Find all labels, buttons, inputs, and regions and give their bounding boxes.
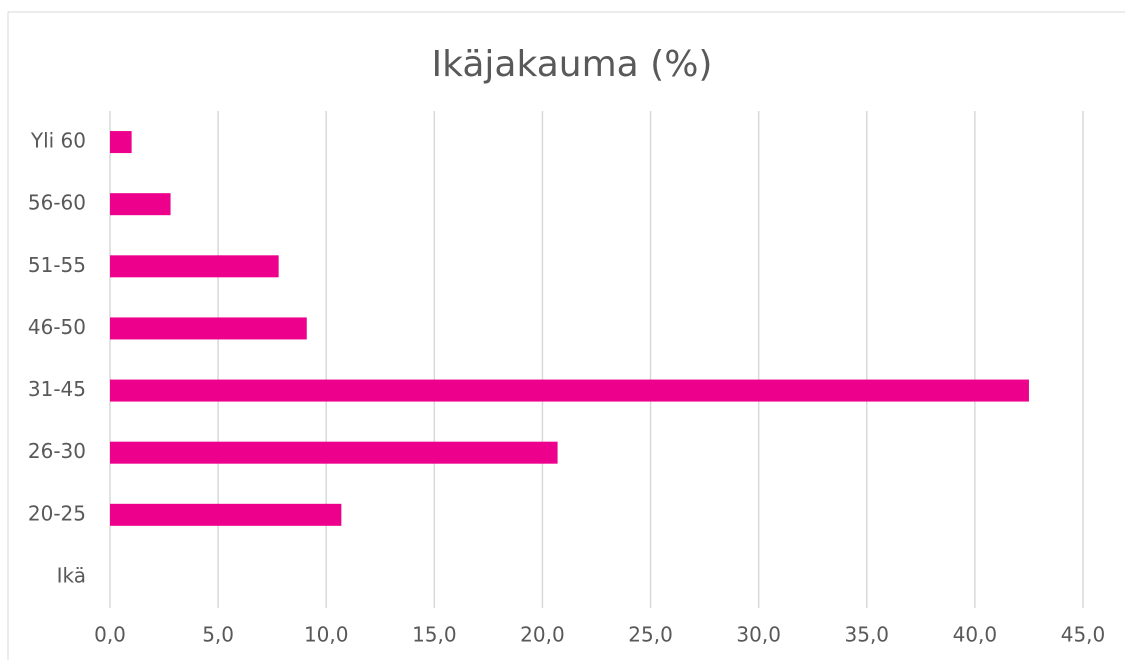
y-tick-label: 20-25: [28, 501, 86, 525]
x-tick-label: 15,0: [412, 623, 457, 647]
x-tick-label: 35,0: [845, 623, 890, 647]
bar: [110, 131, 132, 154]
y-tick-label: 26-30: [28, 439, 86, 463]
x-tick-label: 20,0: [520, 623, 565, 647]
x-tick-label: 45,0: [1061, 623, 1106, 647]
chart-title: Ikäjakauma (%): [432, 44, 713, 85]
y-tick-label: Ikä: [57, 563, 86, 587]
x-tick-label: 10,0: [304, 623, 349, 647]
x-tick-label: 25,0: [628, 623, 673, 647]
bar: [110, 441, 558, 464]
x-tick-label: 40,0: [953, 623, 998, 647]
x-tick-label: 5,0: [202, 623, 234, 647]
x-tick-label: 0,0: [94, 623, 126, 647]
bar: [110, 317, 307, 340]
chart-frame: [7, 11, 1125, 660]
bar: [110, 379, 1029, 402]
bar: [110, 503, 342, 526]
y-tick-label: 46-50: [28, 315, 86, 339]
y-tick-label: 51-55: [28, 253, 86, 277]
y-tick-label: Yli 60: [30, 129, 86, 153]
y-tick-label: 31-45: [28, 377, 86, 401]
bar: [110, 193, 171, 216]
y-tick-label: 56-60: [28, 191, 86, 215]
bar: [110, 255, 279, 278]
x-tick-label: 30,0: [736, 623, 781, 647]
